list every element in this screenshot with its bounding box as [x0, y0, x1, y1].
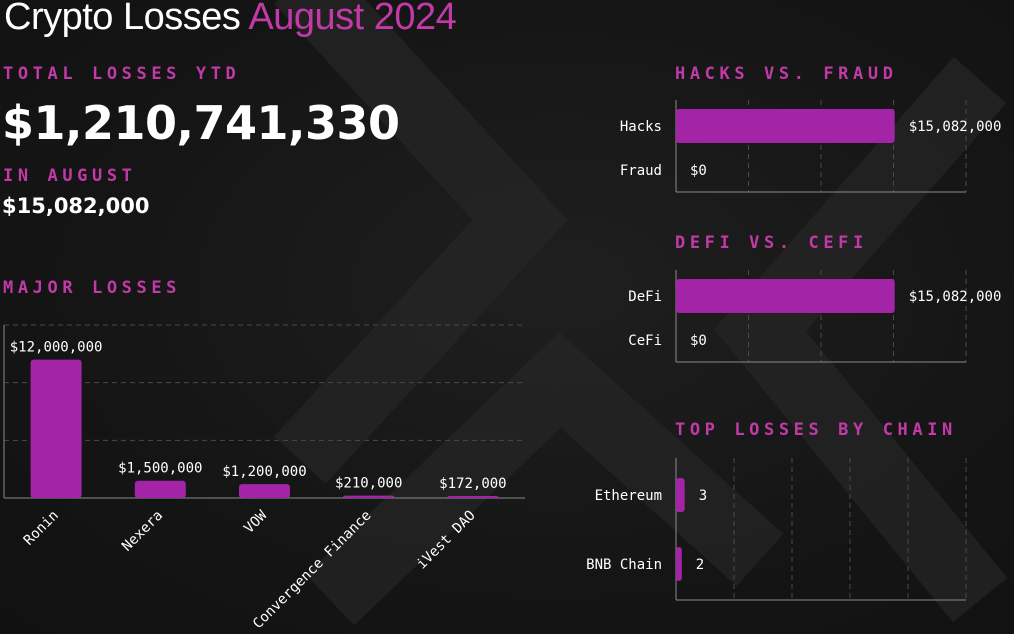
- x-tick-label: VOW: [241, 507, 271, 537]
- hacks-fraud-title: HACKS VS. FRAUD: [675, 64, 898, 84]
- category-label: Fraud: [620, 163, 662, 179]
- bar-ronin: [30, 359, 82, 498]
- category-label: BNB Chain: [586, 557, 662, 573]
- bar-nexera: [134, 480, 186, 498]
- category-label: DeFi: [628, 289, 662, 305]
- data-label: $0: [690, 333, 707, 349]
- data-label: 3: [699, 488, 707, 504]
- category-label: Hacks: [620, 119, 662, 135]
- bar-hacks: [676, 109, 895, 143]
- ytd-value: $1,210,741,330: [2, 96, 400, 150]
- x-tick-label: Ronin: [21, 508, 62, 549]
- data-label: $12,000,000: [10, 340, 103, 356]
- hacks-fraud-chart: Hacks $15,082,000 Fraud $0: [620, 100, 1002, 193]
- page-title: Crypto Losses August 2024: [4, 0, 457, 39]
- bar-defi: [676, 279, 895, 313]
- defi-cefi-chart: DeFi $15,082,000 CeFi $0: [628, 270, 1002, 363]
- bar-ethereum: [676, 478, 685, 512]
- data-label: $0: [690, 163, 707, 179]
- data-label: $210,000: [335, 476, 402, 492]
- bar-vow: [239, 484, 290, 498]
- x-tick-label: Nexera: [119, 508, 166, 555]
- x-tick-label: iVest DAO: [414, 508, 479, 573]
- bar-ivest-dao: [447, 496, 499, 498]
- data-label: $172,000: [439, 476, 506, 492]
- title-period: August 2024: [248, 0, 457, 38]
- ytd-label: TOTAL LOSSES YTD: [3, 64, 241, 84]
- data-label: $1,200,000: [222, 464, 306, 480]
- major-losses-title: MAJOR LOSSES: [3, 278, 182, 298]
- data-label: $15,082,000: [909, 119, 1002, 135]
- title-main: Crypto Losses: [4, 0, 241, 38]
- bar-convergence-finance: [343, 495, 395, 498]
- month-value: $15,082,000: [2, 194, 150, 218]
- x-tick-label: Convergence Finance: [250, 508, 375, 633]
- data-label: 2: [696, 557, 704, 573]
- data-label: $15,082,000: [909, 289, 1002, 305]
- category-label: CeFi: [628, 333, 662, 349]
- major-losses-chart: $12,000,000 Ronin $1,500,000 Nexera $1,200,0…: [3, 324, 525, 633]
- month-label: IN AUGUST: [3, 166, 137, 186]
- category-label: Ethereum: [595, 488, 662, 504]
- chain-losses-chart: Ethereum 3 BNB Chain 2: [586, 458, 967, 601]
- data-label: $1,500,000: [118, 461, 202, 477]
- chain-losses-title: TOP LOSSES BY CHAIN: [675, 420, 957, 440]
- bar-bnb-chain: [676, 547, 682, 581]
- defi-cefi-title: DEFI VS. CEFI: [675, 233, 868, 253]
